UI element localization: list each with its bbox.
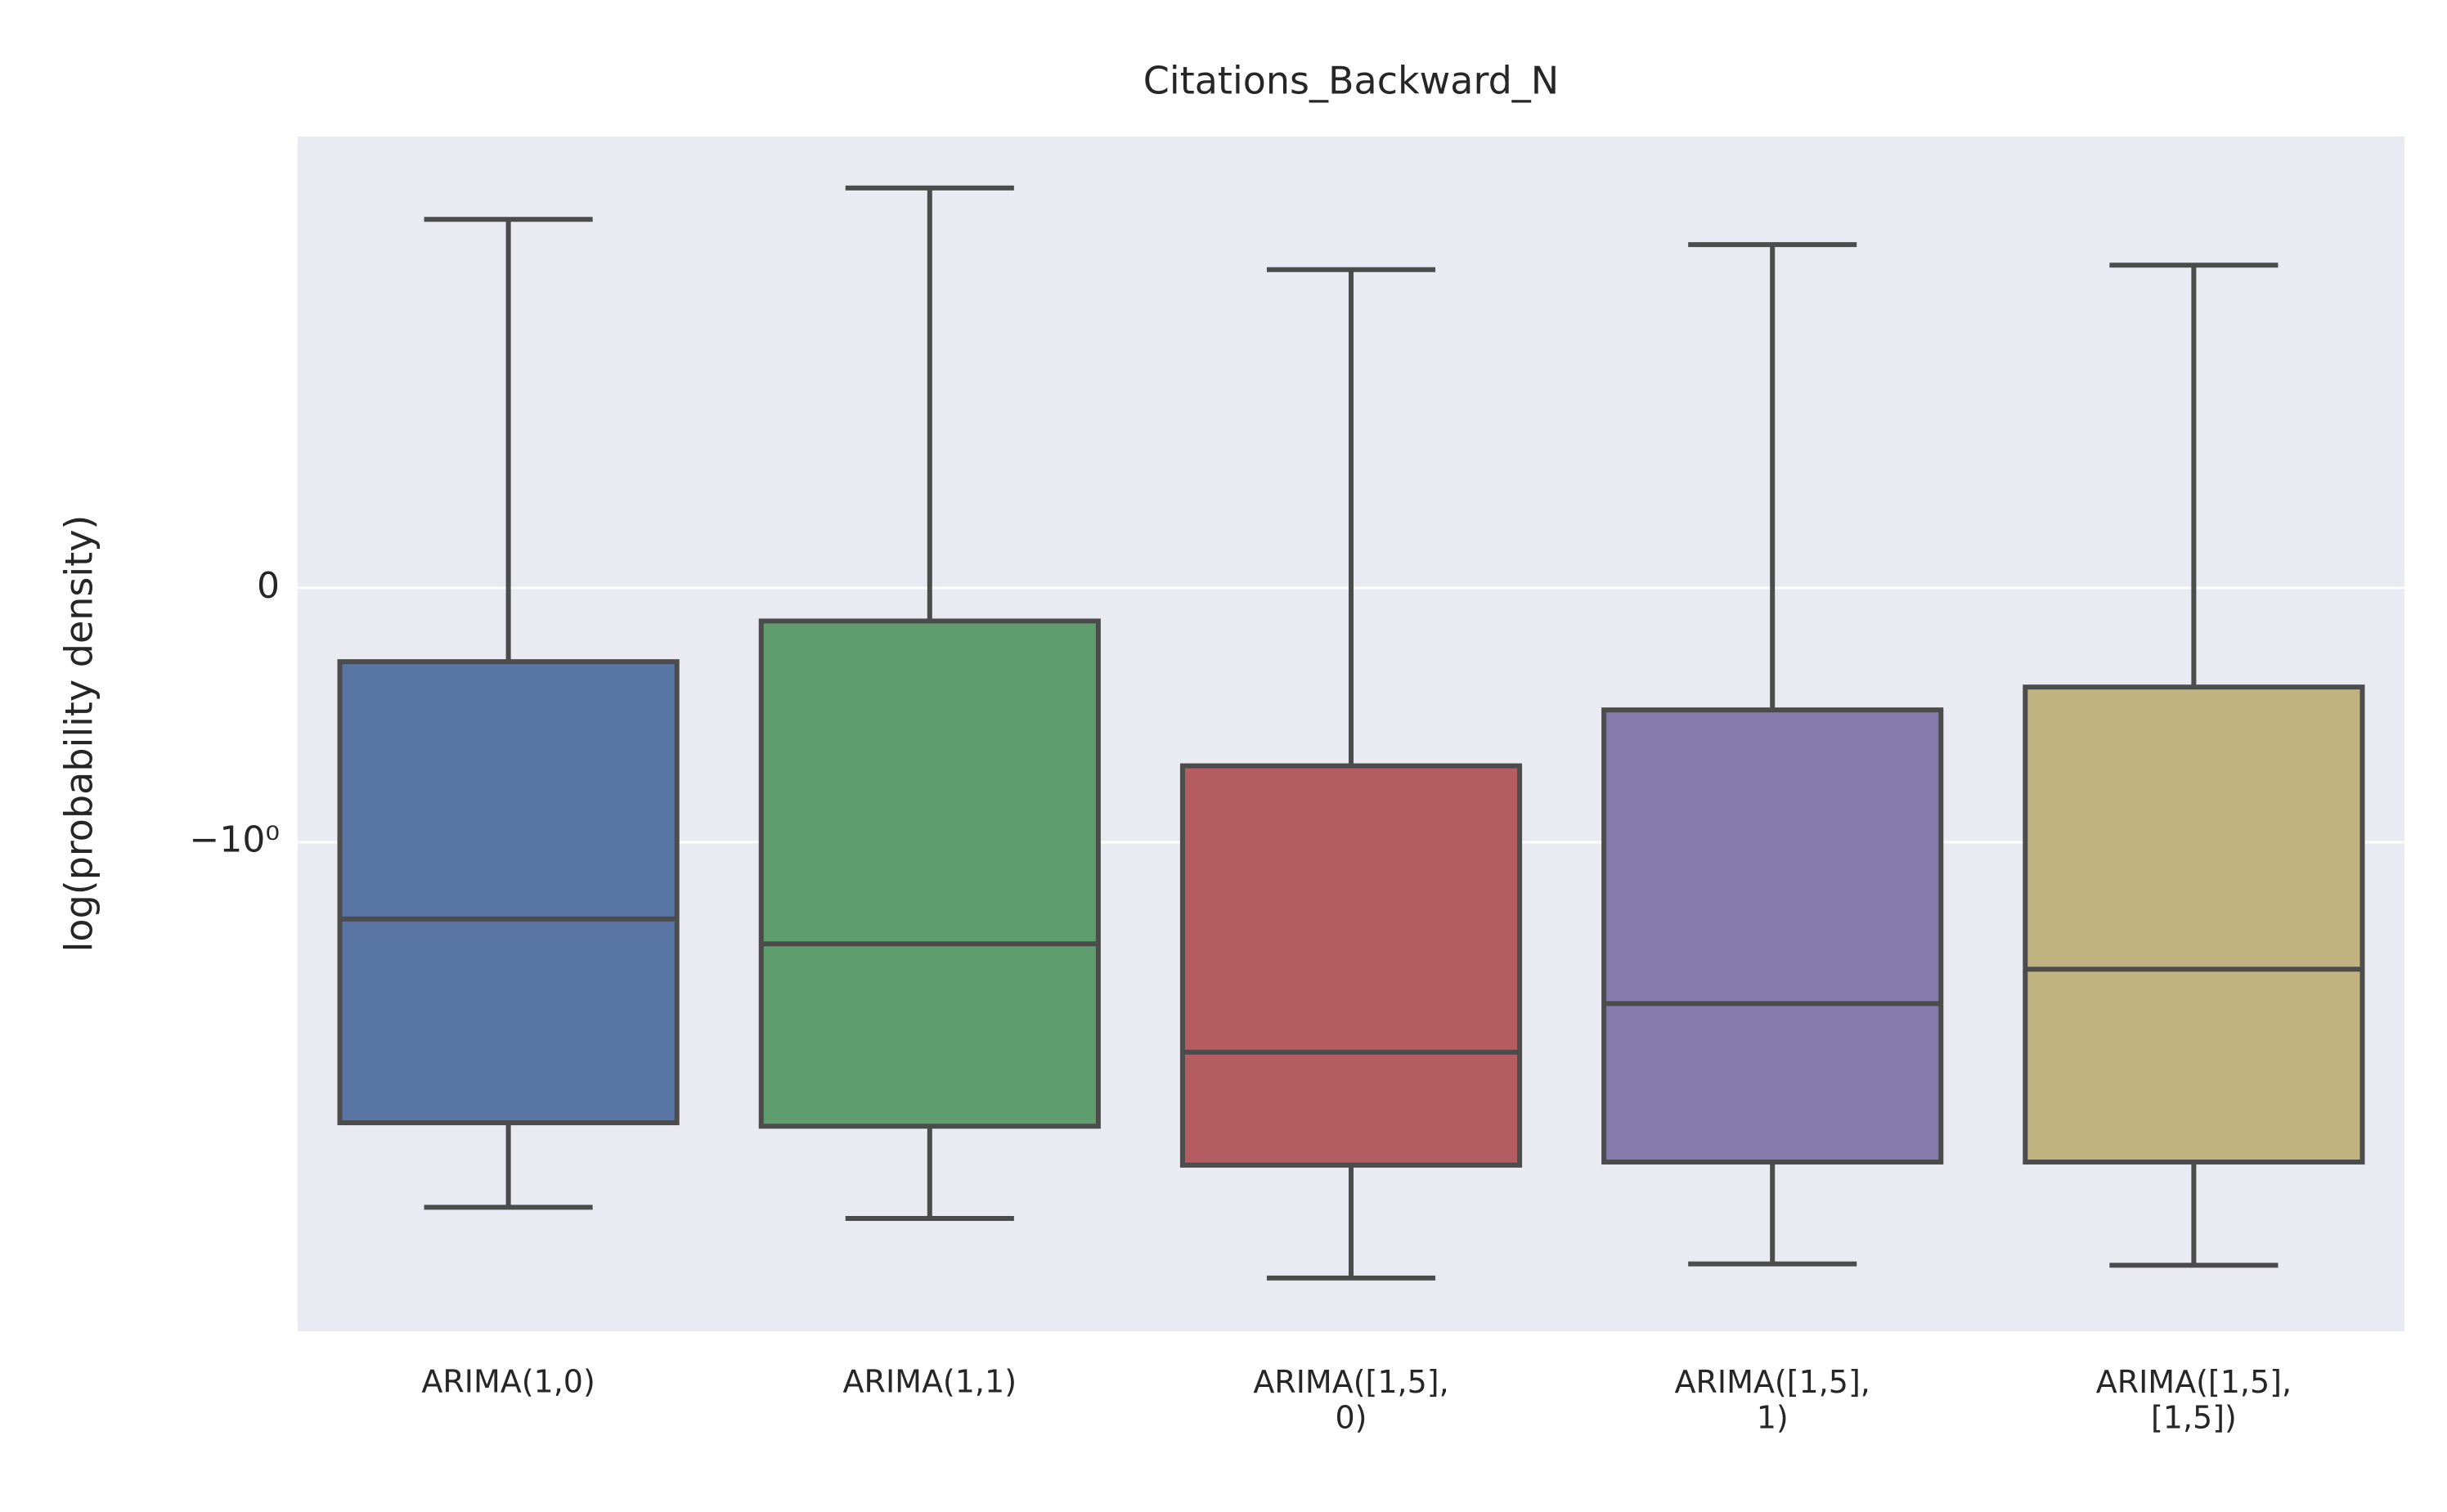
- y-tick-label: 0: [257, 565, 280, 607]
- x-tick-label: ARIMA([1,5], 0): [1253, 1364, 1448, 1436]
- x-tick-label: ARIMA(1,1): [843, 1364, 1017, 1400]
- box: [2023, 684, 2365, 1165]
- y-tick-label: −10⁰: [190, 819, 281, 861]
- x-tick-label: ARIMA(1,0): [421, 1364, 595, 1400]
- x-tick-label: ARIMA([1,5], 1): [1675, 1364, 1870, 1436]
- chart-title: Citations_Backward_N: [1143, 59, 1559, 103]
- box: [1601, 707, 1944, 1165]
- box: [758, 618, 1101, 1129]
- box: [337, 659, 680, 1126]
- x-tick-label: ARIMA([1,5], [1,5]): [2096, 1364, 2292, 1436]
- box: [1179, 763, 1523, 1168]
- y-axis-label: log(probability density): [57, 515, 101, 953]
